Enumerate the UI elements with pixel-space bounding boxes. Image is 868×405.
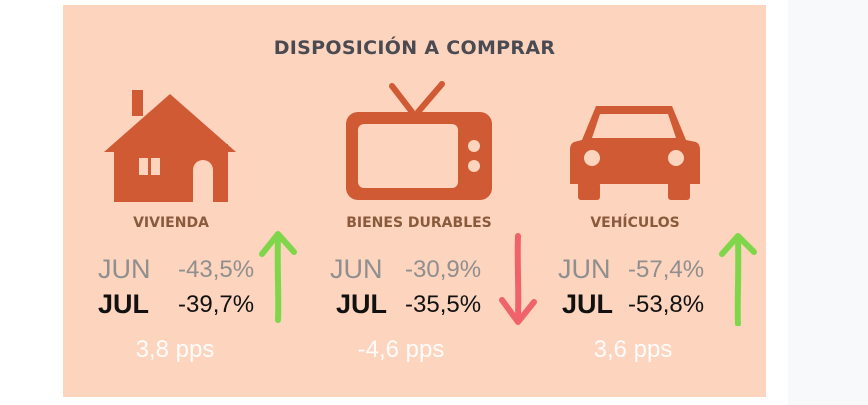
change-vivienda: 3,8 pps — [135, 336, 215, 363]
jul-value-bienes-durables: -35,5% — [405, 291, 482, 318]
category-label-vivienda: VIVIENDA — [133, 215, 209, 231]
right-background-strip — [788, 0, 868, 405]
jul-value-vehiculos: -53,8% — [628, 291, 705, 318]
arrow-up-icon — [719, 233, 757, 326]
jun-label-vivienda: JUN — [98, 254, 151, 284]
category-label-bienes-durables: BIENES DURABLES — [346, 215, 492, 231]
jun-value-bienes-durables: -30,9% — [405, 256, 482, 283]
category-label-vehiculos: VEHÍCULOS — [590, 215, 680, 231]
change-bienes-durables: -4,6 pps — [357, 336, 445, 363]
jul-label-vehiculos: JUL — [562, 289, 614, 319]
change-vehiculos: 3,6 pps — [593, 336, 673, 363]
tv-icon — [346, 81, 492, 200]
jun-value-vivienda: -43,5% — [178, 256, 255, 283]
infographic-title: DISPOSICIÓN A COMPRAR — [273, 37, 556, 59]
jul-value-vivienda: -39,7% — [178, 291, 255, 318]
jul-label-vivienda: JUL — [98, 289, 150, 319]
jul-label-bienes-durables: JUL — [336, 289, 388, 319]
jun-label-bienes-durables: JUN — [330, 254, 383, 284]
house-icon — [104, 90, 236, 202]
arrow-down-icon — [499, 233, 537, 325]
arrow-up-icon — [259, 231, 297, 323]
car-icon — [570, 106, 700, 200]
jun-label-vehiculos: JUN — [558, 254, 611, 284]
jun-value-vehiculos: -57,4% — [628, 256, 705, 283]
